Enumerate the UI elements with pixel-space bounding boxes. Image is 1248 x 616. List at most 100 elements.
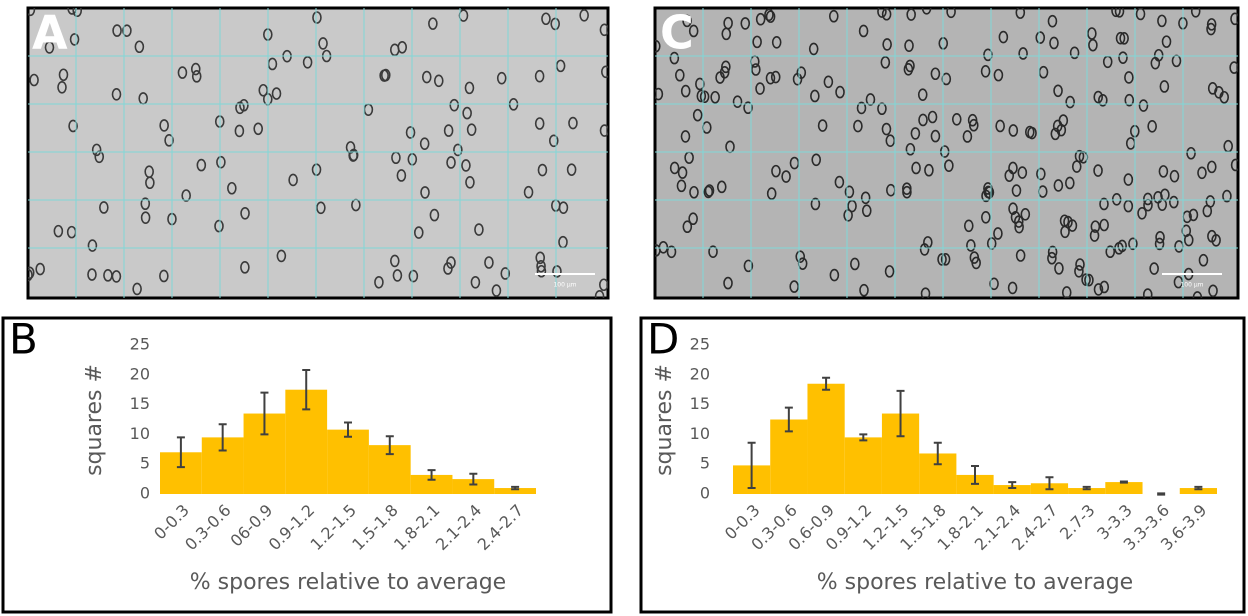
spore <box>164 134 174 147</box>
y-tick-label: 10 <box>690 424 710 443</box>
spore <box>1206 22 1216 36</box>
spore <box>1099 197 1109 211</box>
spore <box>191 70 202 83</box>
y-tick-label: 20 <box>690 364 710 383</box>
spore <box>1149 262 1159 275</box>
spore <box>946 8 956 19</box>
error-bar <box>747 441 756 490</box>
spore <box>380 68 391 82</box>
spore <box>905 142 916 156</box>
spore <box>1181 224 1192 238</box>
spore <box>1065 95 1075 109</box>
spore <box>1138 99 1149 112</box>
scale-bar-label: 100 µm <box>1180 282 1203 289</box>
spore <box>1093 164 1103 177</box>
x-tick-label: 2.4-2.7 <box>474 501 528 555</box>
spore <box>112 24 122 37</box>
spore <box>981 189 991 203</box>
spore <box>534 69 545 83</box>
spore <box>655 87 664 101</box>
error-bar <box>1082 485 1091 491</box>
spore <box>466 123 477 136</box>
spore <box>99 201 109 214</box>
spore <box>421 70 432 84</box>
spore <box>920 287 931 298</box>
error-bar <box>469 472 478 486</box>
x-axis-title: % spores relative to average <box>817 570 1133 595</box>
spore <box>601 65 608 79</box>
spore <box>695 77 705 91</box>
spore <box>408 269 419 283</box>
spore <box>35 262 45 276</box>
spore <box>302 55 313 69</box>
y-axis-title: squares # <box>82 364 107 476</box>
error-bar <box>971 464 979 485</box>
spore <box>1008 124 1019 137</box>
spore <box>1024 125 1035 139</box>
y-tick-label: 20 <box>130 364 150 383</box>
spore <box>443 124 454 137</box>
spore <box>132 282 142 296</box>
spore <box>710 90 720 104</box>
spore <box>392 269 403 282</box>
spore <box>446 156 456 169</box>
spore <box>552 265 562 278</box>
spore <box>910 127 921 140</box>
spore <box>374 275 384 289</box>
spore <box>770 70 781 84</box>
spore <box>1207 229 1217 243</box>
spore <box>396 169 407 182</box>
spore <box>28 268 33 282</box>
spore <box>1008 202 1018 216</box>
spore <box>721 60 731 74</box>
spore <box>1049 36 1059 50</box>
spore <box>853 119 863 133</box>
spore <box>1124 71 1134 84</box>
spore <box>884 265 895 278</box>
spore <box>823 75 834 89</box>
y-tick-label: 10 <box>130 424 150 443</box>
spore <box>1155 230 1165 244</box>
spore <box>993 68 1004 82</box>
spore <box>1208 284 1218 298</box>
spore <box>1111 192 1122 206</box>
spore <box>140 211 151 224</box>
spore <box>1035 31 1046 44</box>
spore <box>474 223 484 236</box>
spore <box>810 89 820 103</box>
spore <box>1093 283 1104 296</box>
spore <box>1053 84 1063 98</box>
spore <box>496 71 507 85</box>
spore <box>699 90 710 104</box>
x-tick-label: 0.3-0.6 <box>181 501 235 555</box>
error-bar <box>784 406 793 433</box>
spore <box>1090 220 1101 233</box>
y-tick-label: 5 <box>140 454 150 473</box>
spore <box>190 62 201 76</box>
error-bar <box>176 436 185 469</box>
spore <box>669 51 680 65</box>
bar <box>807 383 845 494</box>
spore <box>692 108 703 122</box>
spore <box>534 117 545 130</box>
spore <box>94 150 105 164</box>
spore <box>1123 199 1134 213</box>
spore <box>1158 165 1169 178</box>
spore <box>658 240 669 254</box>
bar <box>452 479 495 494</box>
x-axis-title: % spores relative to average <box>190 570 506 595</box>
x-tick-label: 0.9-1.2 <box>265 501 319 555</box>
panel-frame <box>1 316 613 614</box>
spore <box>443 262 453 275</box>
spore <box>29 73 39 87</box>
panel-label: C <box>660 6 694 60</box>
spore <box>1147 120 1157 133</box>
spore <box>87 239 98 252</box>
error-bar <box>260 391 269 436</box>
x-tick-label: 1.8-2.1 <box>390 501 444 555</box>
spore <box>669 161 680 175</box>
spore <box>598 278 608 292</box>
spore <box>1047 251 1057 265</box>
spore <box>941 72 952 86</box>
spore <box>861 204 872 218</box>
